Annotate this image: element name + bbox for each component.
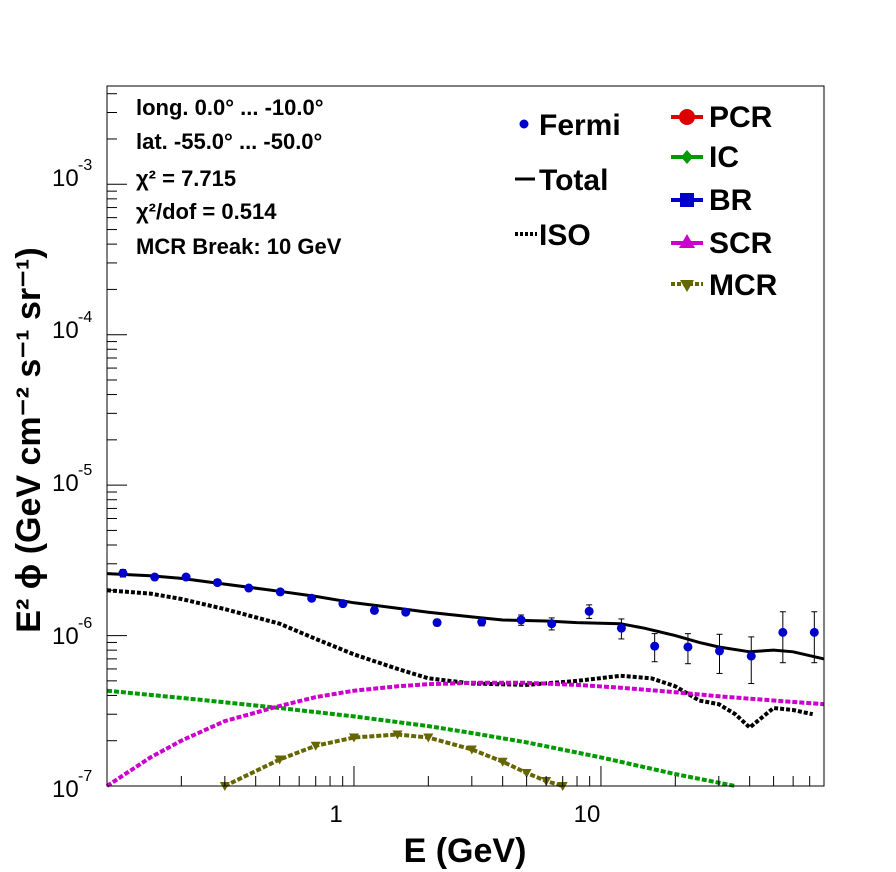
legend-marker-br — [680, 193, 694, 207]
legend-marker-pcr — [679, 109, 695, 125]
fermi-data-point — [369, 605, 379, 615]
fermi-data-point — [715, 646, 725, 656]
y-tick-label-1e-7: 10 -7 — [52, 768, 92, 803]
fermi-data-point — [338, 599, 348, 609]
legend-label-total: Total — [539, 164, 608, 197]
fermi-data-point — [181, 572, 191, 582]
legend-label-br: BR — [709, 184, 753, 217]
svg-text:-7: -7 — [78, 768, 92, 785]
annotation-latitude: lat. -55.0° ... -50.0° — [136, 129, 322, 154]
legend-marker-mcr — [680, 280, 694, 292]
y-tick-label-1e-6: 10 -6 — [52, 615, 92, 650]
fermi-data-point — [477, 617, 487, 627]
legend-marker-ic — [681, 150, 693, 164]
svg-text:10: 10 — [52, 470, 79, 497]
fermi-data-point — [118, 568, 128, 578]
mcr-marker — [392, 730, 403, 740]
svg-text:-4: -4 — [78, 309, 92, 326]
fermi-data-point — [683, 642, 693, 652]
svg-text:10: 10 — [52, 776, 79, 803]
series-ic-line — [106, 688, 736, 788]
mcr-marker — [521, 769, 532, 779]
fermi-data-point — [616, 623, 626, 633]
legend: Fermi Total ISO PCR IC BR SCR MCR — [515, 101, 778, 302]
legend-label-iso: ISO — [539, 219, 591, 252]
fermi-data-point — [275, 587, 285, 597]
svg-text:-5: -5 — [78, 462, 92, 479]
x-axis-title: E (GeV) — [404, 832, 527, 870]
annotation-mcr-break: MCR Break: 10 GeV — [136, 234, 342, 259]
y-tick-label-1e-3: 10 -3 — [52, 157, 92, 192]
fermi-data-point — [244, 583, 254, 593]
svg-text:-3: -3 — [78, 157, 92, 174]
y-axis-title: E² ϕ (GeV cm⁻² s⁻¹ sr⁻¹) — [10, 247, 48, 632]
fermi-data-point — [212, 578, 222, 588]
mcr-marker — [497, 757, 508, 767]
fermi-data-point — [584, 606, 594, 616]
mcr-marker — [466, 745, 477, 755]
fermi-points-layer — [118, 568, 819, 685]
y-tick-label-1e-5: 10 -5 — [52, 462, 92, 497]
fermi-data-point — [401, 607, 411, 617]
svg-text:10: 10 — [52, 623, 79, 650]
mcr-marker — [348, 733, 359, 743]
fermi-data-point — [650, 641, 660, 651]
annotation-longitude: long. 0.0° ... -10.0° — [136, 95, 324, 120]
svg-text:-6: -6 — [78, 615, 92, 632]
fermi-data-point — [432, 618, 442, 628]
y-tick-label-1e-4: 10 -4 — [52, 309, 92, 344]
mcr-marker — [310, 741, 321, 751]
legend-label-mcr: MCR — [709, 269, 778, 302]
annotation-chi2: χ² = 7.715 — [136, 166, 236, 191]
mcr-marker — [274, 755, 285, 765]
fermi-data-point — [547, 619, 557, 629]
legend-marker-scr — [679, 234, 695, 248]
svg-text:10: 10 — [52, 165, 79, 192]
mcr-marker — [423, 733, 434, 743]
series-scr-line — [105, 680, 825, 788]
x-tick-label-10: 10 — [574, 801, 601, 828]
annotation-chi2-dof: χ²/dof = 0.514 — [136, 199, 277, 224]
x-tick-label-1: 1 — [329, 801, 342, 828]
legend-label-ic: IC — [709, 141, 739, 174]
fermi-data-point — [809, 627, 819, 637]
svg-text:10: 10 — [52, 317, 79, 344]
legend-label-pcr: PCR — [709, 101, 773, 134]
axis-ticks — [106, 93, 825, 787]
fermi-data-point — [307, 593, 317, 603]
fermi-data-point — [150, 572, 160, 582]
fermi-data-point — [516, 615, 526, 625]
fermi-data-point — [778, 627, 788, 637]
legend-label-scr: SCR — [709, 227, 773, 260]
fermi-data-point — [746, 651, 756, 661]
legend-label-fermi: Fermi — [539, 109, 621, 142]
plot-frame — [106, 85, 825, 787]
legend-marker-fermi — [519, 119, 529, 129]
